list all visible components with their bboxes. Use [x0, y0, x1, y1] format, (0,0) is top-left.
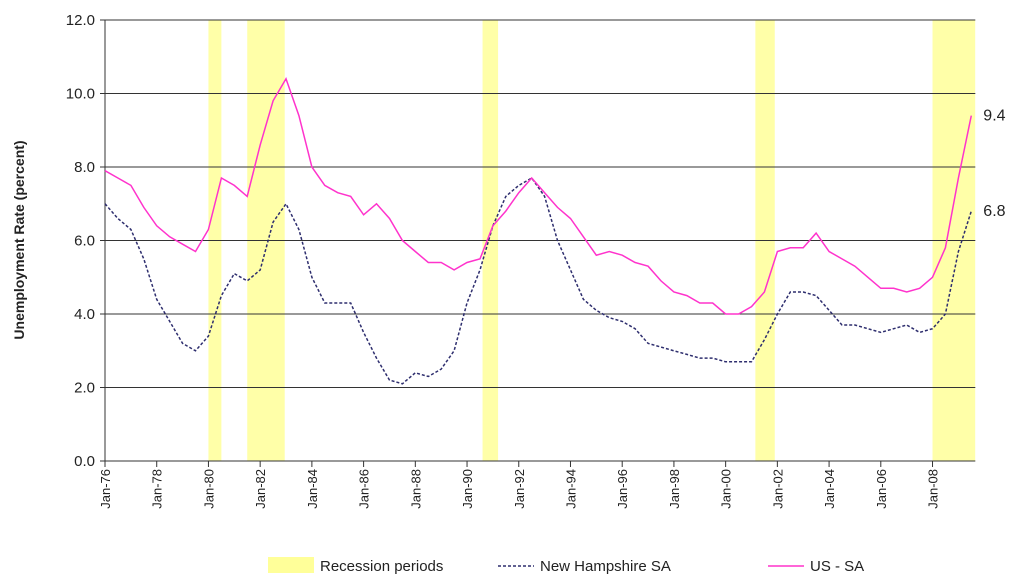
x-tick-label: Jan-88 — [408, 469, 423, 509]
x-tick-label: Jan-02 — [770, 469, 785, 509]
x-tick-label: Jan-92 — [512, 469, 527, 509]
legend-label: New Hampshire SA — [540, 558, 671, 575]
x-tick-label: Jan-06 — [874, 469, 889, 509]
legend-label: US - SA — [810, 558, 864, 575]
x-tick-label: Jan-94 — [563, 469, 578, 509]
x-tick-label: Jan-84 — [305, 469, 320, 509]
series-line — [104, 177, 973, 385]
series-line — [104, 77, 973, 315]
x-tick-label: Jan-90 — [460, 469, 475, 509]
x-tick-label: Jan-78 — [150, 469, 165, 509]
x-tick-label: Jan-98 — [667, 469, 682, 509]
end-label: 6.8 — [983, 203, 1005, 220]
x-tick-label: Jan-82 — [253, 469, 268, 509]
y-tick-label: 10.0 — [66, 86, 95, 103]
y-tick-label: 12.0 — [66, 12, 95, 29]
legend-swatch — [268, 557, 314, 573]
x-tick-label: Jan-04 — [822, 469, 837, 509]
y-tick-label: 6.0 — [74, 233, 95, 250]
legend-label: Recession periods — [320, 558, 443, 575]
x-tick-label: Jan-08 — [926, 469, 941, 509]
y-tick-label: 0.0 — [74, 453, 95, 470]
x-tick-label: Jan-96 — [615, 469, 630, 509]
end-label: 9.4 — [983, 108, 1005, 125]
x-tick-label: Jan-76 — [98, 469, 113, 509]
y-tick-label: 8.0 — [74, 159, 95, 176]
x-tick-label: Jan-80 — [201, 469, 216, 509]
y-tick-label: 2.0 — [74, 380, 95, 397]
y-axis-label: Unemployment Rate (percent) — [11, 140, 27, 339]
x-tick-label: Jan-00 — [719, 469, 734, 509]
y-tick-label: 4.0 — [74, 306, 95, 323]
x-tick-label: Jan-86 — [357, 469, 372, 509]
